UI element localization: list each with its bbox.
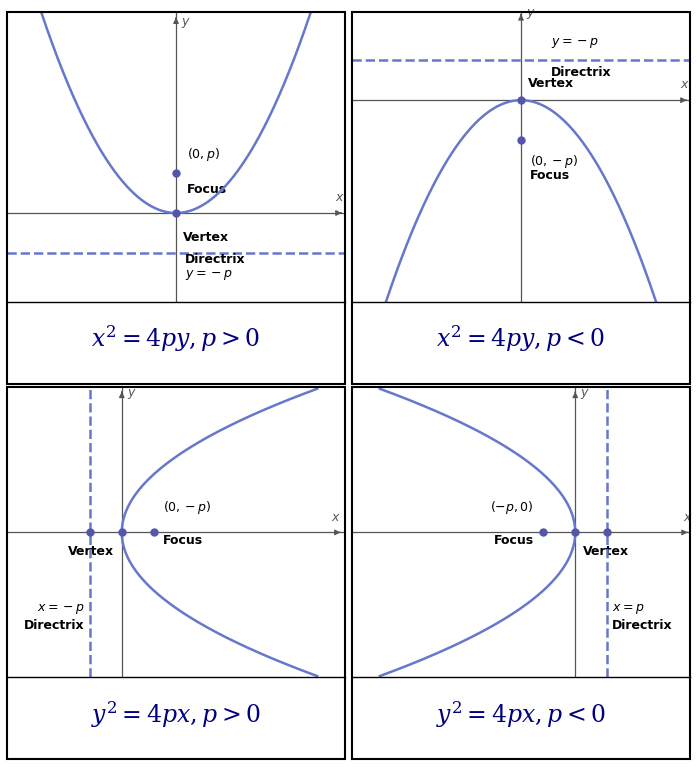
- Text: $(0, -p)$: $(0, -p)$: [530, 153, 579, 170]
- Text: x: x: [332, 511, 339, 524]
- Text: $x^2 = 4py, p < 0$: $x^2 = 4py, p < 0$: [436, 323, 606, 354]
- Text: $(0, -p)$: $(0, -p)$: [163, 499, 212, 516]
- Text: x: x: [683, 511, 691, 524]
- Text: $y^2 = 4px, p > 0$: $y^2 = 4px, p > 0$: [91, 699, 261, 729]
- Text: Vertex: Vertex: [528, 77, 574, 91]
- Text: Focus: Focus: [493, 534, 534, 547]
- Text: Directrix: Directrix: [551, 66, 612, 79]
- Text: Directrix: Directrix: [24, 620, 85, 633]
- Text: Directrix: Directrix: [185, 253, 245, 266]
- Text: y: y: [181, 15, 188, 28]
- Text: $y = -p$: $y = -p$: [551, 36, 599, 50]
- Text: y: y: [581, 386, 588, 399]
- Text: $x^2 = 4py, p > 0$: $x^2 = 4py, p > 0$: [91, 323, 261, 354]
- Text: $(0, p)$: $(0, p)$: [187, 146, 220, 163]
- Text: y: y: [526, 5, 533, 18]
- Text: Vertex: Vertex: [68, 545, 114, 558]
- Text: Focus: Focus: [530, 169, 570, 182]
- Text: $x = -p$: $x = -p$: [37, 602, 85, 616]
- Text: Vertex: Vertex: [183, 231, 229, 244]
- Text: $x = p$: $x = p$: [612, 602, 645, 616]
- Text: $(-p, 0)$: $(-p, 0)$: [490, 499, 534, 516]
- Text: y: y: [127, 386, 135, 399]
- Text: Directrix: Directrix: [612, 620, 673, 633]
- Text: Focus: Focus: [163, 534, 204, 547]
- Text: Vertex: Vertex: [583, 545, 629, 558]
- Text: x: x: [335, 191, 342, 204]
- Text: Focus: Focus: [187, 183, 227, 196]
- Text: $y^2 = 4px, p < 0$: $y^2 = 4px, p < 0$: [436, 699, 606, 729]
- Text: x: x: [680, 78, 687, 91]
- Text: $y = -p$: $y = -p$: [185, 268, 233, 281]
